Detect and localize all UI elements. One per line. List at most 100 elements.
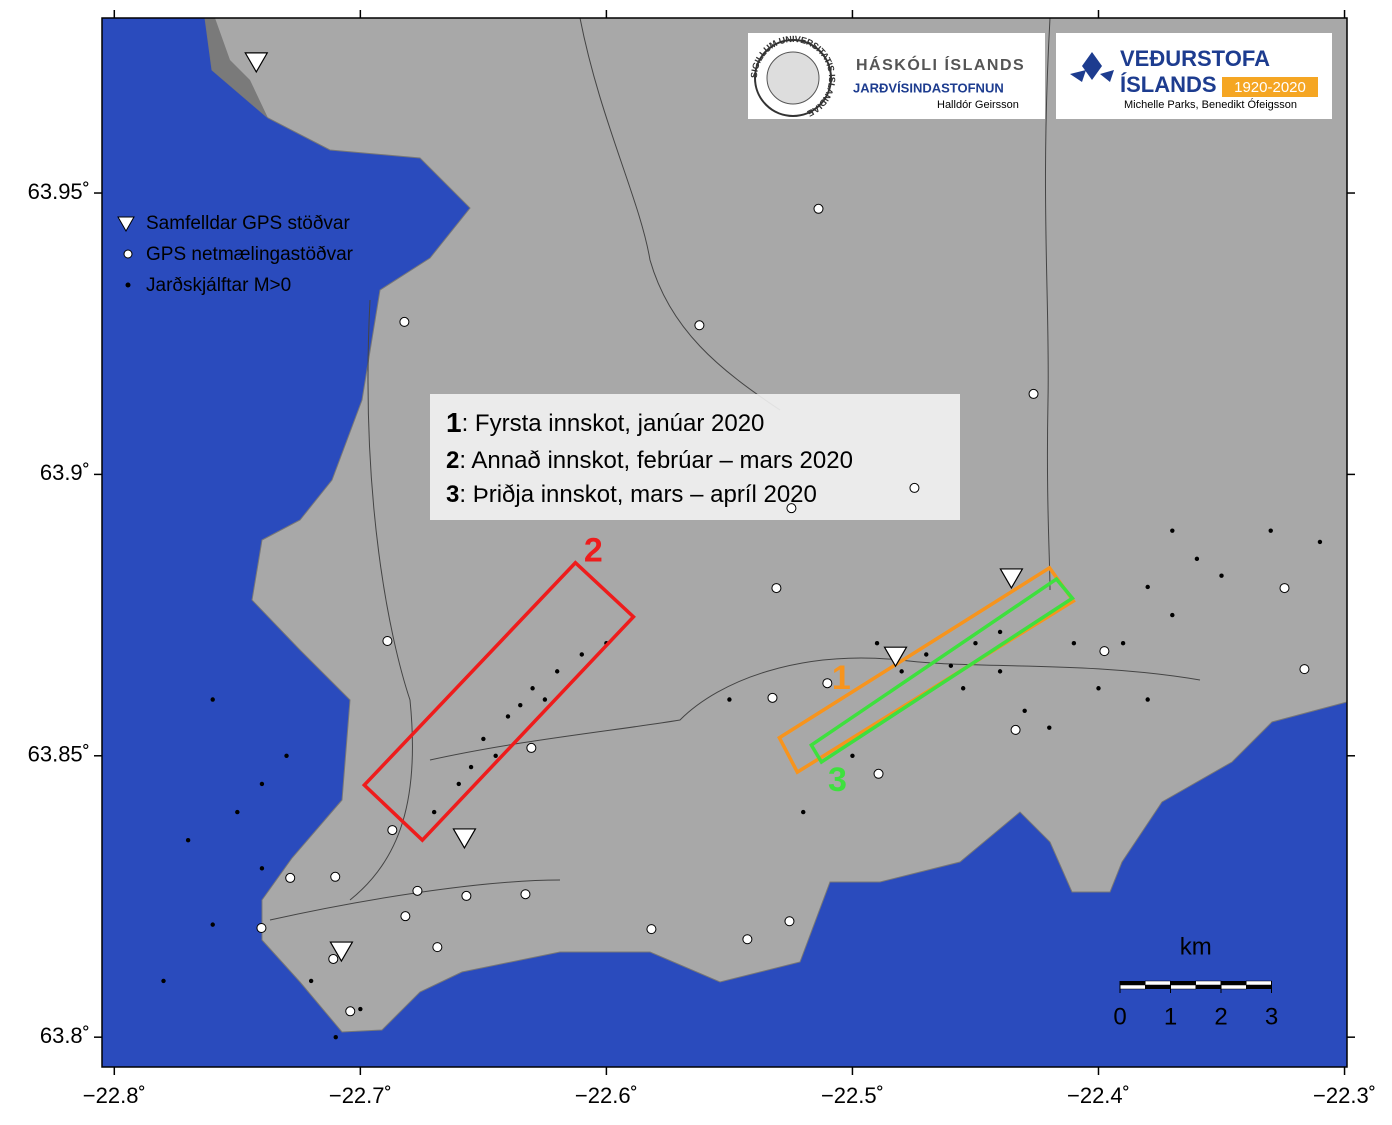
earthquake — [493, 753, 498, 758]
earthquake — [259, 781, 265, 787]
earthquake — [579, 652, 584, 657]
earthquake — [1071, 641, 1077, 646]
marks: 2 1 3 — [161, 52, 1323, 1040]
gps-campaign-station — [694, 320, 705, 331]
author: Michelle Parks, Benedikt Ófeigsson — [1124, 98, 1297, 111]
earthquake — [505, 714, 511, 719]
x-tick-label: −22.3˚ — [1313, 1083, 1376, 1108]
annotation-line: 1: Fyrsta innskot, janúar 2020 — [446, 407, 764, 438]
x-tick-label: −22.7˚ — [329, 1083, 392, 1108]
axes: −22.8˚ −22.7˚ −22.6˚ −22.5˚ −22.4˚ −22.3˚ 63.8… — [28, 10, 1376, 1108]
earthquake — [899, 669, 904, 674]
met-emblem — [1100, 70, 1114, 82]
earthquake — [1047, 725, 1052, 730]
gps-campaign-station — [345, 1006, 356, 1017]
earthquake — [1317, 539, 1323, 545]
gps-campaign-station — [526, 742, 537, 753]
scale-segment — [1145, 980, 1171, 986]
logos: SIGILLUM UNIVERSITATIS ISLANDIAE HÁSKÓLI… — [748, 33, 1332, 119]
earthquake — [333, 1034, 338, 1040]
gps-campaign-station — [742, 934, 753, 945]
map-frame — [101, 17, 1348, 1068]
gps-continuous-station — [244, 52, 269, 74]
scale-segment — [1145, 985, 1171, 989]
annotation-background — [430, 394, 960, 520]
earthquake — [518, 702, 523, 708]
seal-center — [766, 51, 820, 105]
gps-campaign-station — [412, 885, 423, 896]
gps-campaign-station — [285, 872, 296, 883]
earthquake — [481, 736, 486, 742]
earthquake — [997, 629, 1003, 635]
earthquake — [1145, 697, 1150, 702]
gps-continuous-station — [452, 828, 477, 850]
university-name: HÁSKÓLI ÍSLANDS — [856, 55, 1025, 74]
intrusion-label: 3 — [828, 761, 847, 799]
annotation-number: 3 — [446, 481, 459, 508]
author: Halldór Geirsson — [937, 99, 1019, 111]
gps-campaign-station — [432, 942, 443, 953]
scale-segment — [1221, 981, 1247, 985]
legend-dot — [125, 282, 131, 288]
earthquake — [960, 686, 966, 691]
earthquake — [997, 669, 1003, 674]
scale-segment — [1170, 984, 1196, 990]
scale-label: 2 — [1214, 1003, 1227, 1030]
earthquake — [554, 669, 560, 674]
met-name: ÍSLANDS — [1120, 72, 1217, 97]
earthquake — [948, 663, 954, 668]
y-tick-label: 63.85˚ — [28, 742, 90, 767]
gps-campaign-station — [1299, 664, 1310, 675]
annotation-box: 1: Fyrsta innskot, janúar 2020 2: Annað … — [430, 394, 960, 520]
gps-continuous-station — [883, 646, 908, 668]
earthquake — [308, 978, 314, 984]
y-tick-label: 63.8˚ — [40, 1023, 90, 1048]
earthquake — [210, 697, 215, 702]
scale-label: 1 — [1164, 1003, 1177, 1030]
annotation-line: 2: Annað innskot, febrúar – mars 2020 — [446, 447, 853, 474]
gps-campaign-station — [873, 768, 884, 779]
earthquake — [1219, 573, 1224, 578]
institute-name: JARÐVÍSINDASTOFNUN — [853, 80, 1004, 95]
scale-segment — [1246, 985, 1272, 989]
gps-campaign-station — [1279, 583, 1290, 594]
annotation-text: : Þriðja innskot, mars – apríl 2020 — [459, 481, 817, 508]
years: 1920-2020 — [1234, 79, 1306, 96]
earthquake — [284, 753, 289, 758]
annotation-number: 2 — [446, 447, 459, 474]
gps-campaign-station — [330, 871, 341, 882]
scale-label: 0 — [1113, 1003, 1126, 1030]
scale-unit: km — [1180, 933, 1212, 960]
earthquake — [1170, 528, 1175, 533]
earthquake — [456, 781, 461, 787]
met-office-logo — [1056, 33, 1332, 119]
earthquake — [973, 641, 978, 646]
x-tick-label: −22.8˚ — [83, 1083, 146, 1108]
legend-label: GPS netmælingastöðvar — [146, 244, 354, 265]
annotation-line: 3: Þriðja innskot, mars – apríl 2020 — [446, 481, 817, 508]
gps-campaign-station — [256, 922, 267, 933]
scale-segment — [1195, 985, 1221, 989]
gps-campaign-station — [520, 889, 531, 900]
earthquake — [924, 652, 929, 657]
earthquake — [431, 809, 437, 815]
x-tick-label: −22.4˚ — [1067, 1083, 1130, 1108]
met-emblem — [1082, 52, 1102, 80]
earthquake — [1145, 584, 1150, 590]
scale-label: 3 — [1265, 1003, 1278, 1030]
earthquake — [1170, 612, 1175, 618]
earthquake — [850, 753, 855, 758]
gps-campaign-station — [1099, 646, 1110, 657]
scale-segment — [1246, 980, 1272, 986]
gps-campaign-station — [786, 503, 797, 514]
intrusion-box — [777, 565, 1076, 775]
earthquake — [161, 978, 166, 984]
gps-continuous-station — [999, 568, 1024, 590]
earthquake — [530, 686, 535, 691]
legend-triangle — [117, 216, 135, 233]
earthquake — [185, 838, 191, 843]
earthquake — [1268, 528, 1273, 533]
legend: Samfelldar GPS stöðvar GPS netmælingastö… — [117, 213, 354, 296]
gps-campaign-station — [767, 692, 778, 703]
earthquake — [210, 922, 215, 927]
